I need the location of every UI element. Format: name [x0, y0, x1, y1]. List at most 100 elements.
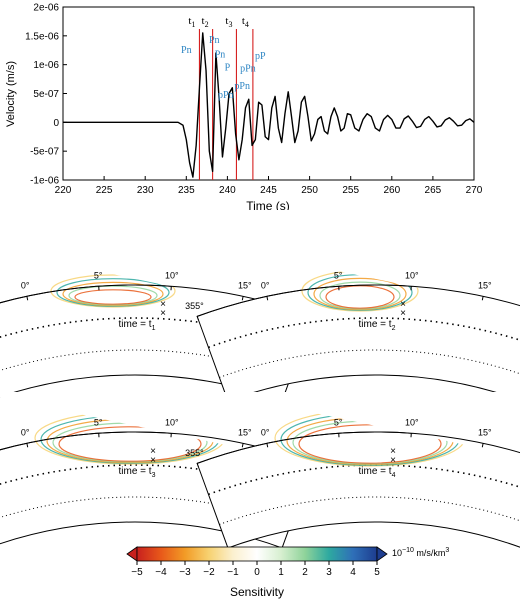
angle-tick-label: 5° [94, 270, 103, 280]
angle-tick-label: 0° [261, 428, 270, 438]
angle-tick-mark [241, 443, 244, 448]
angle-tick-mark [266, 296, 269, 301]
surface-mask [0, 392, 313, 464]
x-axis-label: Time (s) [246, 199, 290, 210]
colorbar-tick-label: 5 [374, 567, 380, 578]
x-tick-label: 270 [466, 185, 483, 196]
angle-tick-label: 0° [21, 428, 30, 438]
angle-tick-mark [196, 316, 199, 321]
x-tick-label: 225 [96, 185, 113, 196]
angle-tick-label: 355° [185, 448, 204, 458]
phase-label: P [225, 62, 231, 73]
angle-tick-label: 5° [334, 270, 343, 280]
angle-tick-label: 0° [261, 281, 270, 291]
time-marker-label: t4 [242, 15, 249, 29]
sensitivity-panel: ××355°0°5°10°15°20°6200600058005600time … [185, 392, 520, 549]
angle-tick-mark [266, 443, 269, 448]
colorbar-left-arrow [126, 546, 138, 562]
angle-tick-label: 15° [238, 428, 252, 438]
plot-frame [62, 6, 475, 181]
time-marker-label: t1 [188, 15, 195, 29]
phase-label: Pn [215, 50, 226, 61]
colorbar-tick-label: −3 [179, 567, 191, 578]
sensitivity-kernel-band [319, 281, 401, 310]
y-tick-label: 2e-06 [33, 3, 59, 14]
surface-line [196, 431, 520, 464]
angle-tick-label: 5° [94, 417, 103, 427]
colorbar: −5 −4 −3 −2 −1 0 1 2 3 4 5 10−10 m/s/km3 Sensitivi… [126, 546, 449, 599]
receiver-marker: × [150, 455, 156, 466]
receiver-marker: × [160, 308, 166, 319]
angle-tick-mark [241, 296, 244, 301]
colorbar-label: Sensitivity [230, 585, 284, 599]
panel-time-label: time = t3 [119, 466, 156, 479]
sensitivity-kernel-band [58, 426, 202, 462]
receiver-marker: × [400, 308, 406, 319]
colorbar-tick-label: −2 [203, 567, 215, 578]
panel-time-label: time = t1 [119, 319, 156, 332]
angle-tick-label: 355° [185, 301, 204, 311]
depth-contour [0, 317, 302, 349]
sensitivity-kernel-band [298, 424, 442, 464]
depth-contour [208, 464, 520, 496]
sensitivity-kernel-band [50, 274, 176, 308]
colorbar-right-arrow [376, 546, 388, 562]
depth-contour [219, 496, 520, 525]
time-marker-label: t3 [225, 15, 232, 29]
phase-label: pPn [218, 90, 234, 101]
colorbar-tick-label: 4 [350, 567, 356, 578]
x-tick-label: 260 [383, 185, 400, 196]
colorbar-unit: 10−10 m/s/km3 [392, 547, 449, 558]
sensitivity-panels: ××355°0°5°10°15°20°time = t1××355°0°5°10… [0, 245, 520, 549]
panel-time-label: time = t2 [359, 319, 396, 332]
colorbar-tick-label: 0 [254, 567, 260, 578]
x-tick-label: 250 [301, 185, 318, 196]
angle-tick-label: 10° [405, 270, 419, 280]
angle-tick-mark [481, 443, 484, 448]
x-tick-label: 220 [55, 185, 72, 196]
colorbar-tick-label: 1 [278, 567, 284, 578]
x-tick-label: 265 [425, 185, 442, 196]
phase-label: pPn [240, 64, 256, 75]
source-marker: × [390, 446, 396, 457]
depth-contour [0, 464, 302, 496]
colorbar-tick-label: −1 [227, 567, 239, 578]
angle-tick-label: 10° [405, 417, 419, 427]
y-tick-label: -5e-07 [30, 147, 59, 158]
source-marker: × [150, 446, 156, 457]
sensitivity-kernel-band [62, 281, 164, 307]
x-tick-label: 230 [137, 185, 154, 196]
x-tick-label: 240 [219, 185, 236, 196]
angle-tick-label: 5° [334, 417, 343, 427]
phase-label: pP [255, 51, 266, 62]
colorbar-tick-label: −5 [131, 567, 143, 578]
sensitivity-kernel-band [313, 277, 407, 311]
y-axis-label: Velocity (m/s) [5, 61, 17, 127]
angle-tick-mark [481, 296, 484, 301]
y-tick-label: -1e-06 [30, 176, 59, 187]
phase-label: pPn [234, 81, 250, 92]
surface-line [196, 284, 520, 317]
colorbar-gradient [136, 546, 378, 562]
y-tick-label: 1e-06 [33, 60, 59, 71]
angle-tick-label: 15° [478, 281, 492, 291]
angle-tick-label: 0° [21, 281, 30, 291]
angle-tick-mark [26, 443, 29, 448]
surface-mask [215, 392, 520, 457]
y-tick-label: 5e-07 [33, 89, 59, 100]
colorbar-tick-label: 3 [326, 567, 332, 578]
x-tick-label: 255 [342, 185, 359, 196]
x-tick-label: 235 [178, 185, 195, 196]
angle-tick-mark [196, 463, 199, 468]
angle-tick-label: 10° [165, 417, 179, 427]
sensitivity-panel: ××355°0°5°10°15°20°6200600058005600time … [185, 245, 520, 402]
receiver-marker: × [390, 455, 396, 466]
angle-tick-label: 15° [238, 281, 252, 291]
colorbar-tick-label: 2 [302, 567, 308, 578]
cross-section-outline [196, 284, 520, 402]
y-tick-label: 1.5e-06 [25, 31, 59, 42]
surface-mask [215, 245, 520, 310]
surface-mask [0, 245, 313, 317]
cross-section-outline [196, 431, 520, 549]
